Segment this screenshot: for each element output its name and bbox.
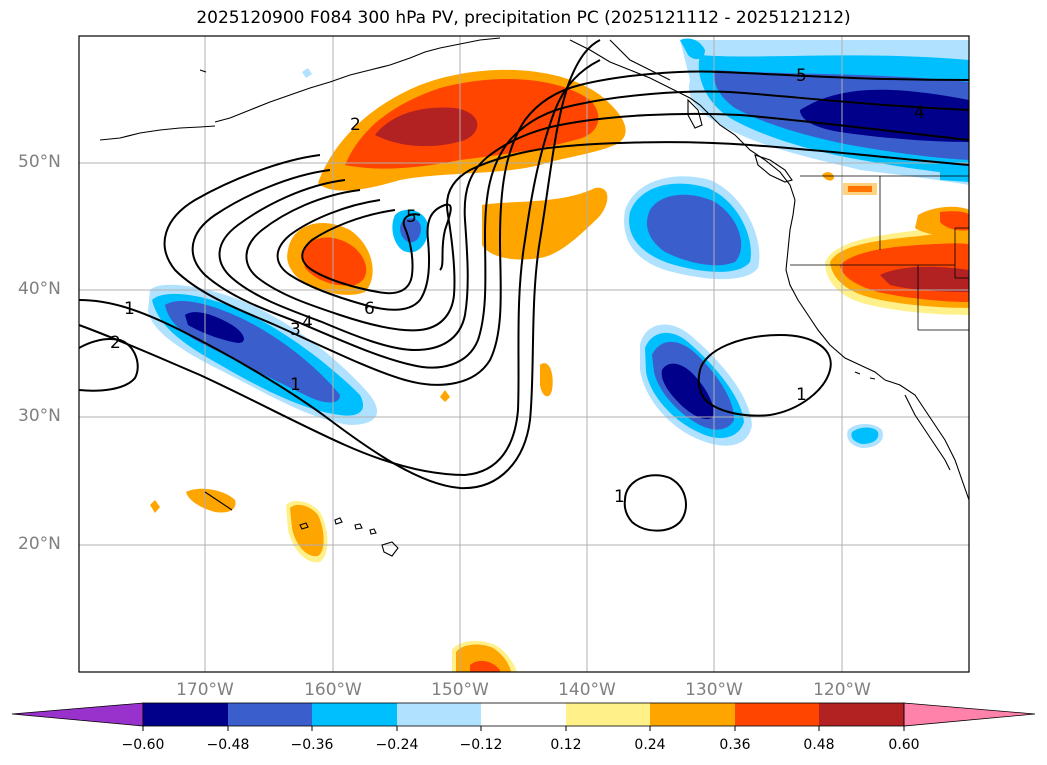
lon-label: 170°W <box>176 680 234 700</box>
lon-label: 120°W <box>813 680 871 700</box>
colorbar-tick-label: 0.24 <box>634 737 666 753</box>
lon-label: 160°W <box>304 680 362 700</box>
contour-labels: 1 2 3 4 5 6 2 1 5 4 1 1 <box>110 66 925 507</box>
contour-label: 2 <box>110 333 121 353</box>
political-borders <box>790 175 969 331</box>
map-frame <box>78 35 970 673</box>
colorbar-tick-label: 0.12 <box>550 737 582 753</box>
colorbar-over-arrow <box>903 702 1036 727</box>
contour-label: 4 <box>302 313 313 333</box>
colorbar-segment <box>312 703 397 726</box>
lon-label: 130°W <box>685 680 743 700</box>
colorbar-tick-label: −0.36 <box>290 737 334 753</box>
contour-label: 5 <box>796 66 807 86</box>
contour-label: 3 <box>290 320 301 340</box>
colorbar-segment <box>650 703 735 726</box>
coastlines <box>99 37 969 557</box>
contour-label: 5 <box>406 207 417 227</box>
colorbar-under-arrow <box>11 702 144 727</box>
lat-label: 50°N <box>18 152 61 172</box>
colorbar-segment <box>397 703 481 726</box>
contour-label: 1 <box>124 299 135 319</box>
contour-label: 1 <box>290 375 301 395</box>
colorbar-tick-label: −0.12 <box>459 737 503 753</box>
colorbar-segment <box>143 703 228 726</box>
colorbar-tick-label: −0.24 <box>375 737 419 753</box>
lon-label: 150°W <box>431 680 489 700</box>
contour-label: 1 <box>614 487 625 507</box>
lat-label: 20°N <box>18 534 61 554</box>
colorbar <box>11 702 1036 731</box>
lon-label: 140°W <box>558 680 616 700</box>
pv-contours <box>79 39 969 532</box>
colorbar-segment <box>735 703 819 726</box>
colorbar-segment <box>228 703 312 726</box>
colorbar-tick-label: 0.36 <box>719 737 751 753</box>
contour-label: 2 <box>350 115 361 135</box>
lat-label: 30°N <box>18 406 61 426</box>
colorbar-segment <box>819 703 904 726</box>
colorbar-segment <box>566 703 650 726</box>
colorbar-segment <box>481 703 566 726</box>
chart-title: 2025120900 F084 300 hPa PV, precipitatio… <box>196 8 851 28</box>
colorbar-tick-label: 0.60 <box>888 737 920 753</box>
colorbar-tick-label: −0.60 <box>121 737 165 753</box>
colorbar-tick-label: 0.48 <box>803 737 835 753</box>
contour-label: 6 <box>364 299 375 319</box>
contour-label: 4 <box>914 103 925 123</box>
colorbar-tick-label: −0.48 <box>206 737 250 753</box>
contour-label: 1 <box>796 385 807 405</box>
lat-label: 40°N <box>18 279 61 299</box>
